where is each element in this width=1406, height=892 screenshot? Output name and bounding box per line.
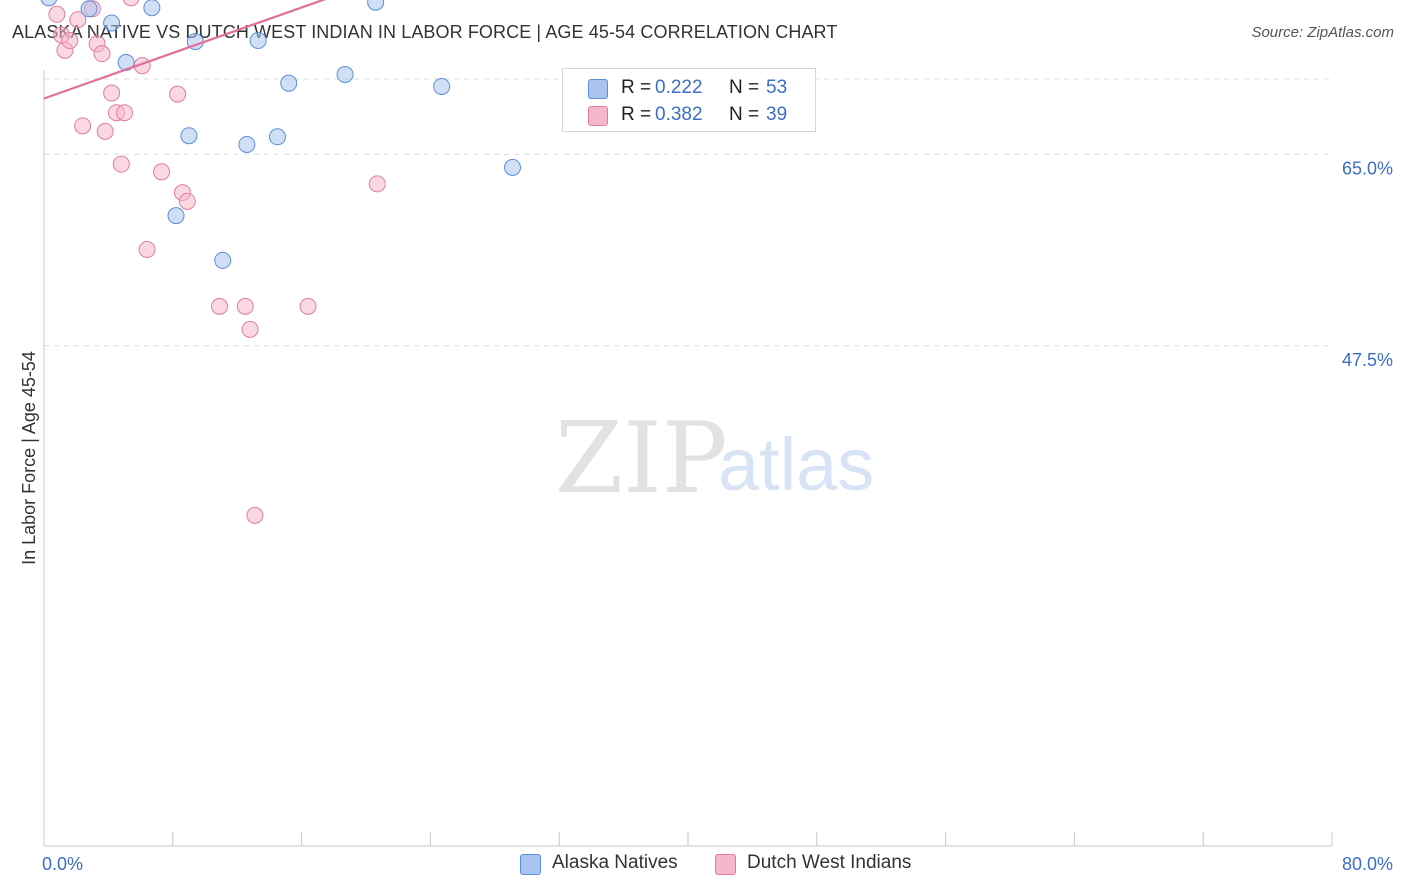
x-tick-label-min: 0.0%: [42, 854, 83, 874]
trendline-dutch-west-indians: [43, 0, 327, 100]
n-value: 39: [766, 104, 788, 125]
point-alaska-natives[interactable]: [180, 127, 198, 145]
n-label: N =: [729, 77, 760, 98]
point-dutch-west-indians[interactable]: [153, 163, 171, 181]
point-dutch-west-indians[interactable]: [116, 104, 133, 122]
point-alaska-natives[interactable]: [280, 74, 298, 92]
point-alaska-natives[interactable]: [367, 0, 385, 11]
point-alaska-natives[interactable]: [336, 65, 354, 83]
point-alaska-natives[interactable]: [143, 0, 161, 17]
point-dutch-west-indians[interactable]: [93, 45, 111, 63]
point-dutch-west-indians[interactable]: [178, 192, 196, 210]
point-dutch-west-indians[interactable]: [122, 0, 140, 7]
r-label: R =: [621, 104, 652, 125]
point-alaska-natives[interactable]: [80, 0, 98, 18]
legend-label: Alaska Natives: [552, 852, 678, 873]
y-tick-label: 65.0%: [1342, 158, 1393, 178]
x-tick-label-max: 80.0%: [1342, 854, 1393, 874]
legend-swatch-pink: [715, 854, 736, 875]
n-value: 53: [766, 77, 788, 98]
r-value: 0.382: [655, 104, 703, 125]
y-axis-tick-labels: 47.5%65.0%82.5%100.0%: [1342, 158, 1393, 370]
point-alaska-natives[interactable]: [214, 251, 232, 269]
point-alaska-natives[interactable]: [433, 77, 451, 95]
source-credit: Source: ZipAtlas.com: [1251, 24, 1394, 41]
y-axis-label: In Labor Force | Age 45-54: [19, 351, 39, 565]
point-dutch-west-indians[interactable]: [368, 175, 386, 193]
point-dutch-west-indians[interactable]: [246, 506, 264, 524]
stats-legend: R = 0.222 N = 53 R = 0.382 N = 39: [562, 68, 816, 132]
stats-row-dutch-west-indians: R = 0.382 N = 39: [563, 102, 815, 128]
series-alaska-natives-points: [40, 0, 522, 269]
point-dutch-west-indians[interactable]: [103, 84, 121, 102]
point-dutch-west-indians[interactable]: [48, 5, 66, 23]
r-value: 0.222: [655, 77, 703, 98]
point-dutch-west-indians[interactable]: [241, 320, 259, 338]
swatch-dutch-west-indians: [588, 106, 608, 126]
x-axis-ticks: [43, 832, 1333, 846]
legend-label: Dutch West Indians: [747, 852, 912, 873]
point-alaska-natives[interactable]: [103, 14, 121, 32]
r-label: R =: [621, 77, 652, 98]
point-dutch-west-indians[interactable]: [138, 240, 156, 258]
point-alaska-natives[interactable]: [167, 207, 185, 225]
watermark-zip: ZIP: [555, 402, 728, 516]
point-alaska-natives[interactable]: [249, 32, 267, 50]
watermark-atlas: atlas: [718, 423, 874, 506]
stats-row-alaska-natives: R = 0.222 N = 53: [563, 75, 815, 101]
point-dutch-west-indians[interactable]: [210, 297, 228, 315]
point-dutch-west-indians[interactable]: [299, 297, 317, 315]
series-dutch-west-indians-points: [48, 0, 386, 524]
point-alaska-natives[interactable]: [238, 135, 256, 153]
point-dutch-west-indians[interactable]: [61, 32, 79, 50]
watermark: ZIP atlas: [555, 402, 874, 516]
point-alaska-natives[interactable]: [40, 0, 58, 7]
point-alaska-natives[interactable]: [268, 128, 286, 146]
point-dutch-west-indians[interactable]: [169, 85, 187, 103]
point-dutch-west-indians[interactable]: [112, 155, 130, 173]
y-tick-label: 47.5%: [1342, 350, 1393, 370]
point-dutch-west-indians[interactable]: [69, 11, 87, 29]
gridlines: [44, 78, 1332, 347]
swatch-alaska-natives: [588, 79, 608, 99]
legend-swatch-blue: [520, 854, 541, 875]
point-dutch-west-indians[interactable]: [96, 122, 114, 140]
point-dutch-west-indians[interactable]: [236, 297, 254, 315]
n-label: N =: [729, 104, 760, 125]
point-dutch-west-indians[interactable]: [74, 117, 92, 135]
point-alaska-natives[interactable]: [504, 158, 522, 176]
